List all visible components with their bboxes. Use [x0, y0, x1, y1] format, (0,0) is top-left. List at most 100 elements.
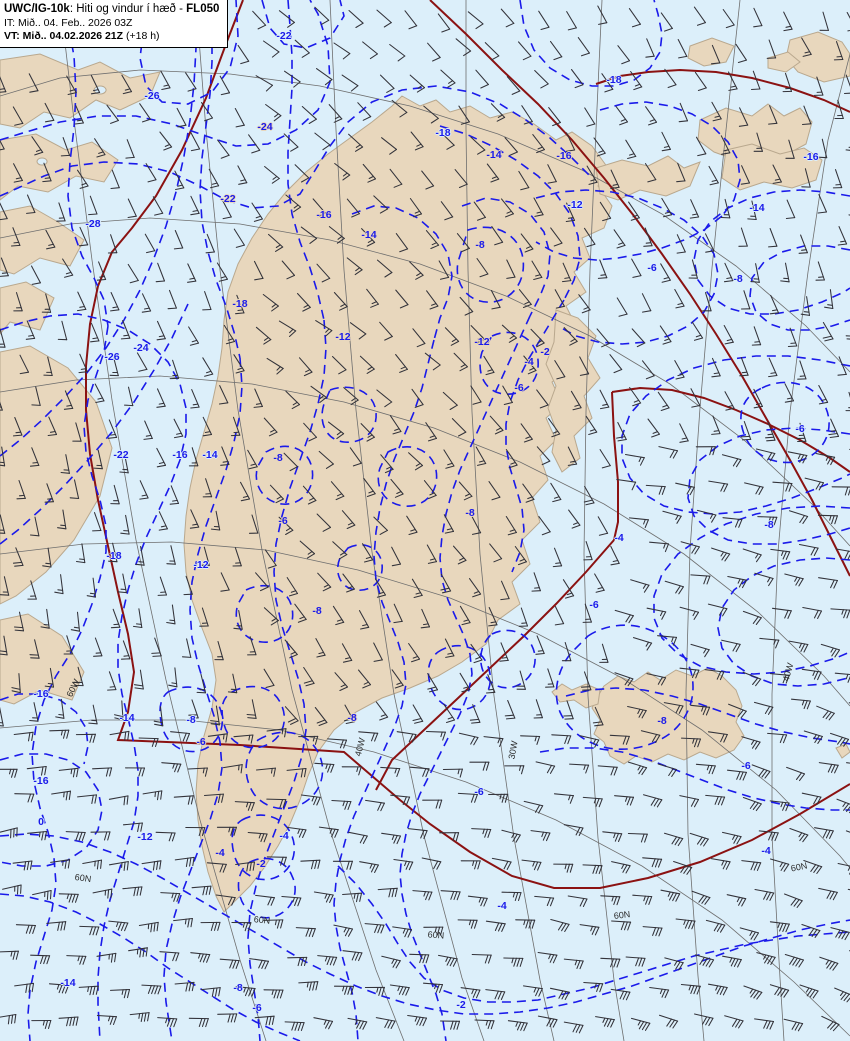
- wind-barb: [611, 861, 631, 874]
- wind-barb: [390, 794, 411, 806]
- wind-barb: [676, 162, 686, 183]
- wind-barb: [726, 769, 747, 781]
- isotherm: [539, 747, 850, 811]
- wind-barb: [42, 547, 52, 568]
- wind-barb: [255, 894, 275, 906]
- wind-barb: [769, 921, 790, 933]
- wind-barb: [255, 326, 272, 345]
- wind-barb: [114, 700, 124, 721]
- wind-barb: [66, 955, 87, 965]
- wind-barb: [66, 75, 77, 96]
- wind-barb: [690, 643, 710, 658]
- wind-barb: [460, 860, 481, 870]
- wind-barb: [534, 69, 549, 89]
- wind-barb: [457, 919, 478, 929]
- wind-barb: [741, 860, 762, 871]
- wind-barb: [349, 447, 362, 467]
- wind-barb: [514, 545, 527, 566]
- wind-barb: [707, 983, 728, 996]
- wind-barb: [613, 229, 626, 249]
- wind-barb: [316, 263, 331, 283]
- wind-barb: [627, 705, 647, 719]
- wind-barb: [166, 604, 176, 625]
- wind-barb: [332, 605, 345, 626]
- wind-barb: [521, 105, 533, 125]
- wind-barb: [298, 357, 313, 377]
- wind-barb: [188, 1017, 209, 1028]
- wind-barb: [376, 389, 393, 408]
- header-title-line: UWC/IG-10k: Hiti og vindur í hæð - FL050: [4, 2, 223, 17]
- wind-barb: [122, 886, 143, 897]
- wind-barb: [583, 981, 604, 993]
- land-svalbard-small: [767, 51, 801, 73]
- wind-barb: [294, 164, 310, 183]
- wind-barb: [501, 829, 521, 843]
- wind-barb: [395, 289, 409, 309]
- wind-barb: [660, 889, 681, 902]
- wind-barb: [73, 666, 84, 687]
- wind-barb: [632, 894, 653, 905]
- wind-barb: [0, 635, 8, 656]
- wind-barb: [90, 74, 101, 95]
- wind-barb: [522, 985, 543, 997]
- wind-barb: [332, 860, 353, 870]
- wind-barb: [174, 856, 195, 868]
- wind-barb: [0, 446, 6, 467]
- wind-barb: [469, 761, 490, 771]
- wind-barb: [278, 516, 294, 536]
- wind-barb: [780, 262, 790, 283]
- wind-barb: [227, 673, 238, 694]
- wind-barb: [453, 352, 468, 372]
- wind-barb: [821, 1015, 840, 1032]
- wind-barb: [344, 704, 355, 725]
- wind-barb: [753, 388, 763, 409]
- wind-barb: [579, 356, 590, 376]
- wind-barb: [469, 704, 481, 724]
- wind-barb: [565, 202, 576, 223]
- wind-barb: [753, 7, 763, 28]
- wind-barb: [363, 477, 376, 498]
- wind-barb: [27, 580, 37, 600]
- wind-barb: [502, 385, 513, 406]
- wind-barb: [286, 767, 307, 778]
- wind-barb: [674, 288, 685, 309]
- wind-barb: [166, 545, 176, 565]
- wind-barb: [346, 198, 360, 218]
- fir-boundary-greenland-east: [611, 386, 850, 473]
- wind-barb: [690, 388, 701, 408]
- wind-barb: [110, 608, 121, 629]
- isotherm: [377, 446, 438, 507]
- wind-barb: [552, 547, 563, 568]
- wind-barb: [739, 927, 760, 941]
- wind-barb: [63, 390, 74, 410]
- wind-barb: [298, 735, 319, 745]
- fir-boundary-group: [85, 0, 850, 889]
- wind-barb: [365, 799, 385, 812]
- wind-barb: [13, 731, 34, 742]
- isotherm: [456, 226, 525, 303]
- wind-barb: [515, 670, 526, 690]
- wind-barb: [491, 226, 504, 246]
- isotherm: [83, 325, 109, 605]
- wind-barb: [628, 517, 649, 529]
- isotherm: [599, 101, 741, 217]
- wind-barb: [188, 699, 199, 719]
- wind-barb: [486, 163, 500, 183]
- wind-barb: [132, 608, 143, 629]
- wind-barb: [174, 981, 195, 992]
- wind-barb: [530, 328, 545, 348]
- wind-barb: [801, 792, 822, 806]
- wind-barb: [78, 353, 88, 374]
- wind-barb: [783, 1018, 804, 1032]
- wind-barb: [47, 416, 58, 437]
- wind-barb: [423, 105, 439, 124]
- wind-barb: [117, 573, 127, 594]
- wind-barb: [579, 924, 600, 936]
- wind-barb: [582, 864, 603, 875]
- wind-barb: [788, 510, 809, 524]
- wind-barb: [72, 422, 82, 442]
- wind-barb: [629, 386, 642, 407]
- wind-barb: [766, 39, 777, 59]
- parallel-line: [0, 217, 850, 547]
